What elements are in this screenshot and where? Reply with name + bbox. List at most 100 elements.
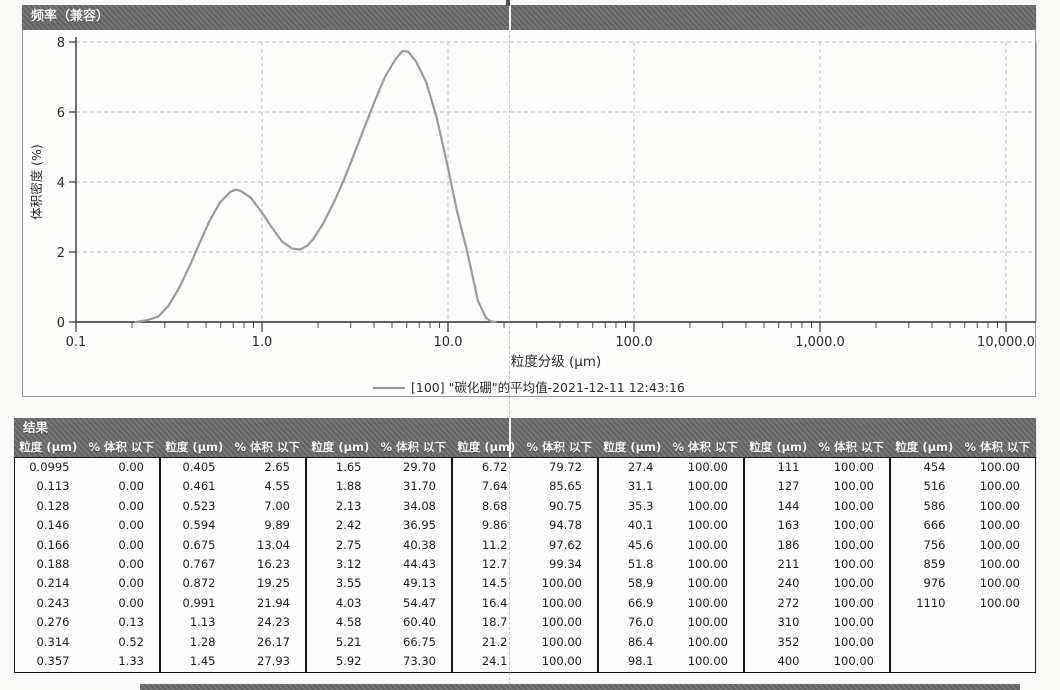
size-cell: 0.243 bbox=[36, 595, 70, 610]
pct-cell: 100.00 bbox=[833, 634, 874, 649]
size-cell: 859 bbox=[923, 556, 946, 571]
table-row: 0.188 0.00 bbox=[15, 555, 159, 574]
table-row: 0.675 13.04 bbox=[161, 536, 305, 555]
table-row: 24.1 100.00 bbox=[453, 652, 597, 671]
table-row: 51.8 100.00 bbox=[599, 555, 743, 574]
pct-column-header: % 体积 以下 bbox=[380, 440, 447, 454]
size-cell: 27.4 bbox=[627, 460, 654, 474]
size-column-header: 粒度 (µm) bbox=[165, 440, 224, 454]
size-cell: 3.55 bbox=[335, 576, 362, 591]
size-cell: 1.88 bbox=[335, 479, 362, 494]
size-cell: 24.1 bbox=[481, 653, 508, 668]
y-tick-label: 8 bbox=[57, 36, 65, 51]
pct-cell: 16.23 bbox=[257, 556, 290, 571]
table-row: 0.405 2.65 bbox=[161, 458, 305, 477]
column-group-header: 粒度 (µm) % 体积 以下 bbox=[452, 438, 598, 457]
size-cell: 3.12 bbox=[335, 556, 362, 571]
table-row: 1.45 27.93 bbox=[161, 652, 305, 671]
table-row: 211 100.00 bbox=[745, 555, 889, 574]
size-cell: 756 bbox=[923, 537, 946, 552]
pct-cell: 27.93 bbox=[257, 653, 290, 668]
table-row: 27.4 100.00 bbox=[599, 458, 743, 477]
pct-column-header: % 体积 以下 bbox=[88, 440, 155, 454]
pct-cell: 13.04 bbox=[257, 537, 290, 552]
pct-cell: 100.00 bbox=[833, 653, 874, 668]
size-cell: 5.92 bbox=[335, 653, 362, 668]
pct-cell: 79.72 bbox=[549, 460, 582, 474]
size-cell: 127 bbox=[777, 479, 800, 494]
table-row: 5.21 66.75 bbox=[307, 633, 451, 652]
table-row: 0.767 16.23 bbox=[161, 555, 305, 574]
size-cell: 7.64 bbox=[481, 479, 508, 494]
next-section-bar-cropped bbox=[140, 684, 1020, 690]
size-cell: 1.28 bbox=[189, 634, 216, 649]
size-cell: 0.991 bbox=[182, 595, 216, 610]
size-cell: 211 bbox=[777, 556, 800, 571]
pct-cell: 100.00 bbox=[979, 576, 1020, 591]
pct-cell: 100.00 bbox=[833, 479, 874, 494]
pct-cell: 73.30 bbox=[403, 653, 436, 668]
x-axis-label: 粒度分级 (µm) bbox=[511, 354, 602, 370]
frequency-chart-svg: 0 2 4 6 8 0.1 1.0 10.0 100.0 1,000.0 10,000.0 粒度分级 … bbox=[29, 36, 1037, 395]
size-cell: 45.6 bbox=[627, 537, 654, 552]
pct-column-header: % 体积 以下 bbox=[672, 440, 739, 454]
pct-cell: 100.00 bbox=[833, 537, 874, 552]
column-group-header: 粒度 (µm) % 体积 以下 bbox=[744, 438, 890, 457]
pct-cell: 100.00 bbox=[687, 460, 728, 474]
size-cell: 58.9 bbox=[627, 576, 654, 591]
table-row: 310 100.00 bbox=[745, 613, 889, 632]
results-column-group: 111 100.00 127 100.00 144 100.00 163 100.00 186 1… bbox=[744, 457, 890, 673]
pct-cell: 100.00 bbox=[979, 460, 1020, 474]
column-group-header: 粒度 (µm) % 体积 以下 bbox=[306, 438, 452, 457]
pct-cell: 9.89 bbox=[264, 518, 290, 533]
size-cell: 6.72 bbox=[481, 460, 508, 474]
pct-cell: 100.00 bbox=[979, 479, 1020, 494]
table-row: 0.243 0.00 bbox=[15, 594, 159, 613]
table-row: 0.146 0.00 bbox=[15, 516, 159, 535]
table-row: 2.13 34.08 bbox=[307, 497, 451, 516]
table-row: 40.1 100.00 bbox=[599, 516, 743, 535]
size-column-header: 粒度 (µm) bbox=[19, 440, 78, 454]
size-cell: 144 bbox=[777, 498, 800, 513]
pct-cell: 24.23 bbox=[257, 615, 290, 630]
size-cell: 0.405 bbox=[182, 460, 216, 474]
table-row: 31.1 100.00 bbox=[599, 477, 743, 496]
pct-column-header: % 体积 以下 bbox=[234, 440, 301, 454]
pct-cell: 0.00 bbox=[118, 498, 144, 513]
frequency-panel-titlebar: 频率（兼容） bbox=[22, 5, 1036, 30]
size-cell: 16.4 bbox=[481, 595, 508, 610]
table-row: 21.2 100.00 bbox=[453, 633, 597, 652]
pct-cell: 0.00 bbox=[118, 537, 144, 552]
table-row: 5.92 73.30 bbox=[307, 652, 451, 671]
results-column-group: 27.4 100.00 31.1 100.00 35.3 100.00 40.1 100.00… bbox=[598, 457, 744, 673]
size-cell: 1.13 bbox=[189, 615, 216, 630]
size-cell: 4.58 bbox=[335, 615, 362, 630]
results-column-group: 0.405 2.65 0.461 4.55 0.523 7.00 0.594 9.89 0.67… bbox=[160, 457, 306, 673]
size-cell: 12.7 bbox=[481, 556, 508, 571]
size-column-header: 粒度 (µm) bbox=[895, 440, 954, 454]
pct-cell: 2.65 bbox=[264, 460, 290, 474]
pct-cell: 100.00 bbox=[833, 615, 874, 630]
pct-cell: 100.00 bbox=[687, 615, 728, 630]
x-tick-label: 1,000.0 bbox=[795, 335, 845, 350]
table-row: 0.166 0.00 bbox=[15, 536, 159, 555]
table-row: 163 100.00 bbox=[745, 516, 889, 535]
table-row: 76.0 100.00 bbox=[599, 613, 743, 632]
pct-cell: 4.55 bbox=[264, 479, 290, 494]
pct-column-header: % 体积 以下 bbox=[964, 440, 1031, 454]
results-column-group: 1.65 29.70 1.88 31.70 2.13 34.08 2.42 36.95 2.75… bbox=[306, 457, 452, 673]
size-cell: 310 bbox=[777, 615, 800, 630]
pct-cell: 100.00 bbox=[541, 595, 582, 610]
table-row: 9.86 94.78 bbox=[453, 516, 597, 535]
pct-column-header: % 体积 以下 bbox=[526, 440, 593, 454]
distribution-curve bbox=[134, 49, 497, 324]
pct-cell: 85.65 bbox=[549, 479, 582, 494]
size-cell: 0.594 bbox=[182, 518, 216, 533]
x-tick-label: 100.0 bbox=[615, 335, 652, 350]
table-row: 6.72 79.72 bbox=[453, 458, 597, 477]
table-row: 666 100.00 bbox=[891, 516, 1035, 535]
size-cell: 98.1 bbox=[627, 653, 654, 668]
size-cell: 240 bbox=[777, 576, 800, 591]
pct-cell: 34.08 bbox=[403, 498, 436, 513]
